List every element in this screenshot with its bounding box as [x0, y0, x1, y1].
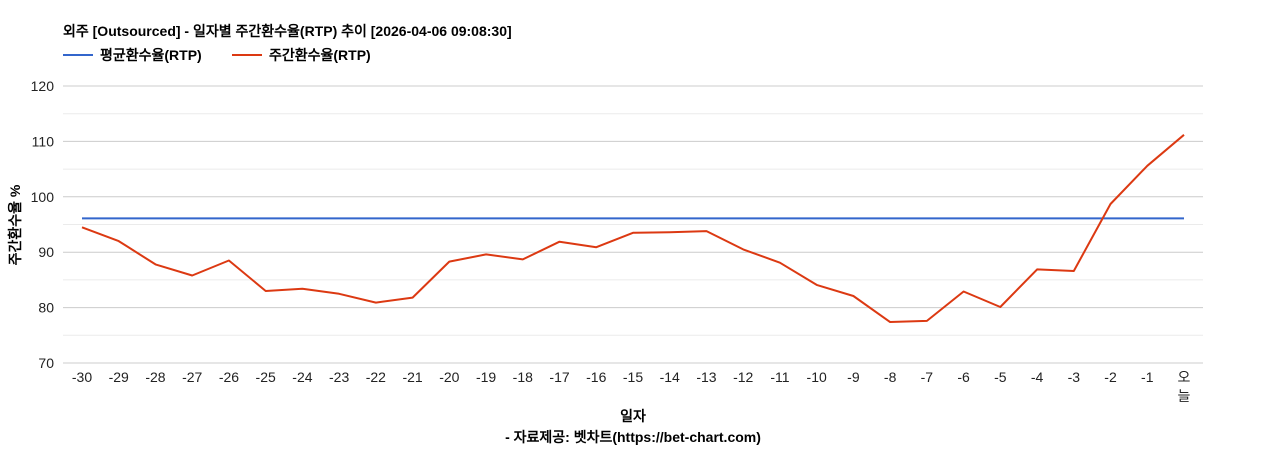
x-tick-label: -10 — [807, 369, 827, 385]
x-tick-label: -28 — [145, 369, 165, 385]
x-tick-label: -18 — [513, 369, 533, 385]
legend-item-average[interactable]: 평균환수율(RTP) — [63, 47, 202, 63]
chart-title: 외주 [Outsourced] - 일자별 주간환수율(RTP) 추이 [202… — [63, 23, 512, 39]
x-tick-label: -26 — [219, 369, 239, 385]
x-tick-label: -13 — [696, 369, 716, 385]
x-tick-label: -7 — [921, 369, 934, 385]
x-tick-label: -1 — [1141, 369, 1154, 385]
x-tick-label: -8 — [884, 369, 897, 385]
x-tick-label: -16 — [586, 369, 606, 385]
y-tick-label: 110 — [32, 133, 55, 149]
x-tick-label: -17 — [549, 369, 569, 385]
x-tick-label: -9 — [847, 369, 860, 385]
x-tick-label: -30 — [72, 369, 92, 385]
y-axis-title: 주간환수율 % — [7, 184, 23, 265]
y-tick-label: 70 — [38, 355, 54, 371]
x-tick-label: -6 — [957, 369, 970, 385]
y-tick-label: 80 — [38, 300, 54, 316]
x-tick-label: -11 — [770, 369, 789, 385]
x-tick-label: -5 — [994, 369, 1007, 385]
legend-label-average: 평균환수율(RTP) — [100, 47, 202, 63]
x-tick-label: -29 — [109, 369, 129, 385]
y-axis-ticks: 70 80 90 100 110 120 — [31, 78, 55, 371]
x-tick-label: -2 — [1104, 369, 1117, 385]
y-tick-label: 120 — [31, 78, 55, 94]
x-tick-label: -21 — [402, 369, 422, 385]
legend: 평균환수율(RTP) 주간환수율(RTP) — [63, 47, 371, 63]
data-series — [81, 134, 1185, 323]
x-tick-label: -22 — [366, 369, 386, 385]
x-tick-label: -14 — [660, 369, 680, 385]
data-source-credit: - 자료제공: 벳차트(https://bet-chart.com) — [505, 429, 761, 445]
x-tick-label: -24 — [292, 369, 312, 385]
x-tick-label: -12 — [733, 369, 753, 385]
x-tick-label: -27 — [182, 369, 202, 385]
x-tick-label: -4 — [1031, 369, 1044, 385]
x-tick-label: -23 — [329, 369, 349, 385]
gridlines — [63, 85, 1203, 364]
x-tick-label: -3 — [1068, 369, 1081, 385]
x-tick-label: -19 — [476, 369, 496, 385]
x-tick-label: -25 — [256, 369, 276, 385]
legend-label-weekly: 주간환수율(RTP) — [269, 47, 371, 63]
y-tick-label: 90 — [38, 244, 54, 260]
x-tick-label: -15 — [623, 369, 643, 385]
x-tick-label: -20 — [439, 369, 459, 385]
weekly-rtp-line[interactable] — [81, 134, 1185, 323]
x-axis-title: 일자 — [620, 408, 646, 424]
y-tick-label: 100 — [31, 189, 55, 205]
legend-item-weekly[interactable]: 주간환수율(RTP) — [232, 47, 371, 63]
x-axis-ticks: -30 -29 -28 -27 -26 -25 -24 -23 -22 -21 -20 -19 -18-… — [72, 369, 1191, 404]
